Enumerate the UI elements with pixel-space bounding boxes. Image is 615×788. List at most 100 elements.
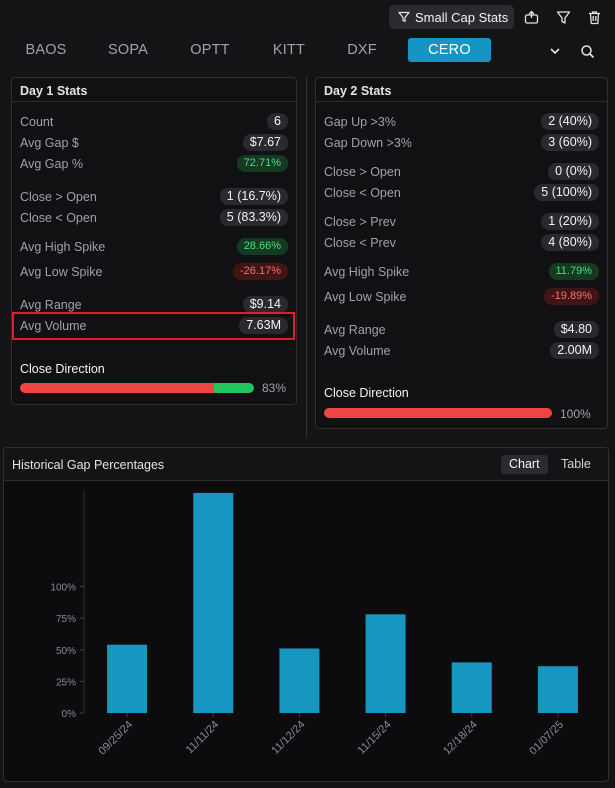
tab-dxf[interactable]: DXF: [347, 42, 377, 58]
day1-row-avg-low-spike: Avg Low Spike -26.17%: [20, 263, 288, 281]
day1-close-direction-label: Close Direction: [20, 362, 105, 376]
panel-divider: [306, 76, 307, 438]
stat-label: Close < Open: [324, 186, 401, 200]
export-icon[interactable]: [523, 9, 539, 25]
stat-label: Close < Prev: [324, 236, 396, 250]
stat-label: Count: [20, 115, 54, 129]
stat-value: -19.89%: [544, 288, 599, 305]
day1-close-direction-bar: [20, 383, 254, 393]
stat-value: -26.17%: [233, 263, 288, 280]
stat-value: 28.66%: [236, 238, 288, 255]
day2-row-close-lt-prev: Close < Prev 4 (80%): [324, 234, 599, 252]
stat-label: Avg Volume: [20, 319, 87, 333]
stat-value: 2 (40%): [541, 113, 599, 130]
stat-label: Avg Low Spike: [324, 290, 407, 304]
search-icon[interactable]: [579, 43, 595, 59]
day2-title: Day 2 Stats: [324, 84, 392, 98]
day2-close-direction-bar: [324, 408, 552, 418]
stat-value: 5 (100%): [534, 184, 599, 201]
x-tick-label: 01/07/25: [527, 719, 566, 758]
day1-stats-panel: Day 1 Stats Count 6 Avg Gap $ $7.67 Avg …: [11, 77, 297, 405]
day1-row-avg-gap-pct: Avg Gap % 72.71%: [20, 155, 288, 173]
day2-row-avg-high-spike: Avg High Spike 11.79%: [324, 263, 599, 281]
x-tick-label: 09/25/24: [96, 719, 135, 758]
avg-volume-highlight: [12, 312, 295, 340]
tab-kitt[interactable]: KITT: [272, 42, 306, 58]
small-cap-stats-preset-button[interactable]: Small Cap Stats: [389, 5, 514, 29]
stat-value: 1 (16.7%): [219, 188, 288, 205]
chart-title: Historical Gap Percentages: [12, 458, 165, 472]
stat-value: 5 (83.3%): [219, 209, 288, 226]
day1-row-avg-gap-dollar: Avg Gap $ $7.67: [20, 134, 288, 152]
bar-11-11-24[interactable]: [193, 492, 234, 713]
chart-view-button[interactable]: Chart: [501, 455, 548, 474]
tab-optt[interactable]: OPTT: [190, 42, 230, 58]
x-tick-label: 11/15/24: [356, 719, 394, 757]
historical-gap-panel: Historical Gap Percentages Chart Table 0…: [3, 447, 609, 782]
x-tick-label: 11/12/24: [269, 719, 307, 757]
day2-row-avg-low-spike: Avg Low Spike -19.89%: [324, 288, 599, 306]
day2-row-avg-range: Avg Range $4.80: [324, 321, 599, 339]
bar-11-12-24[interactable]: [279, 648, 320, 713]
y-tick-label: 50%: [56, 646, 76, 657]
stat-label: Gap Down >3%: [324, 136, 412, 150]
stat-value: 4 (80%): [541, 234, 599, 251]
filter-icon: [398, 11, 410, 23]
tab-sopa[interactable]: SOPA: [107, 42, 149, 58]
y-tick-label: 0%: [62, 709, 77, 720]
ticker-tabs: BAOS SOPA OPTT KITT DXF CERO: [0, 36, 615, 66]
stat-value: 11.79%: [548, 263, 599, 280]
bar-01-07-25[interactable]: [537, 666, 578, 713]
day1-row-avg-range: Avg Range $9.14: [20, 296, 288, 314]
close-direction-down-fill: [324, 408, 552, 418]
stat-label: Avg High Spike: [324, 265, 410, 279]
day2-row-avg-volume: Avg Volume 2.00M: [324, 342, 599, 360]
stat-label: Close > Open: [20, 190, 97, 204]
bar-11-15-24[interactable]: [365, 614, 406, 713]
day1-row-avg-volume: Avg Volume 7.63M: [20, 317, 288, 335]
bar-12-18-24[interactable]: [451, 662, 492, 713]
day1-row-count: Count 6: [20, 113, 288, 131]
stat-label: Close > Prev: [324, 215, 396, 229]
stat-label: Avg Gap %: [20, 157, 84, 171]
stat-value: 0 (0%): [548, 163, 599, 180]
day2-close-direction-pct: 100%: [560, 407, 591, 421]
close-direction-up-fill: [214, 383, 254, 393]
stat-value: 6: [267, 113, 288, 130]
stat-label: Gap Up >3%: [324, 115, 396, 129]
day2-stats-panel: Day 2 Stats Gap Up >3% 2 (40%) Gap Down …: [315, 77, 608, 429]
stat-label: Avg Range: [324, 323, 386, 337]
stat-value: 3 (60%): [541, 134, 599, 151]
day1-row-close-gt-open: Close > Open 1 (16.7%): [20, 188, 288, 206]
day2-row-close-gt-prev: Close > Prev 1 (20%): [324, 213, 599, 231]
top-toolbar: Small Cap Stats: [0, 0, 615, 36]
bar-09-25-24[interactable]: [107, 644, 148, 713]
stat-label: Avg Volume: [324, 344, 391, 358]
stat-label: Avg High Spike: [20, 240, 106, 254]
day2-close-direction-label: Close Direction: [324, 386, 409, 400]
day1-row-close-lt-open: Close < Open 5 (83.3%): [20, 209, 288, 227]
stat-value: 7.63M: [239, 317, 288, 334]
stat-value: $9.14: [242, 296, 288, 313]
delete-icon[interactable]: [586, 9, 602, 25]
stat-value: 1 (20%): [541, 213, 599, 230]
preset-label: Small Cap Stats: [415, 9, 509, 25]
stat-label: Avg Gap $: [20, 136, 79, 150]
stat-value: 2.00M: [550, 342, 599, 359]
gap-bar-chart: 0% 25% 50% 75% 100% 09/25/24 11/11/24 11/12/24 1…: [50, 491, 578, 758]
day1-close-direction-pct: 83%: [262, 381, 287, 395]
day1-title: Day 1 Stats: [20, 84, 88, 98]
stat-label: Close < Open: [20, 211, 97, 225]
chevron-down-icon[interactable]: [547, 43, 563, 59]
y-tick-label: 75%: [56, 614, 76, 625]
y-tick-label: 25%: [56, 677, 76, 688]
table-view-button[interactable]: Table: [561, 457, 591, 471]
tab-baos[interactable]: BAOS: [25, 42, 67, 58]
day2-row-gap-up: Gap Up >3% 2 (40%): [324, 113, 599, 131]
day2-row-close-lt-open: Close < Open 5 (100%): [324, 184, 599, 202]
filter-icon[interactable]: [555, 9, 571, 25]
close-direction-down-fill: [20, 383, 215, 393]
tab-cero[interactable]: CERO: [408, 38, 491, 62]
day2-row-gap-down: Gap Down >3% 3 (60%): [324, 134, 599, 152]
